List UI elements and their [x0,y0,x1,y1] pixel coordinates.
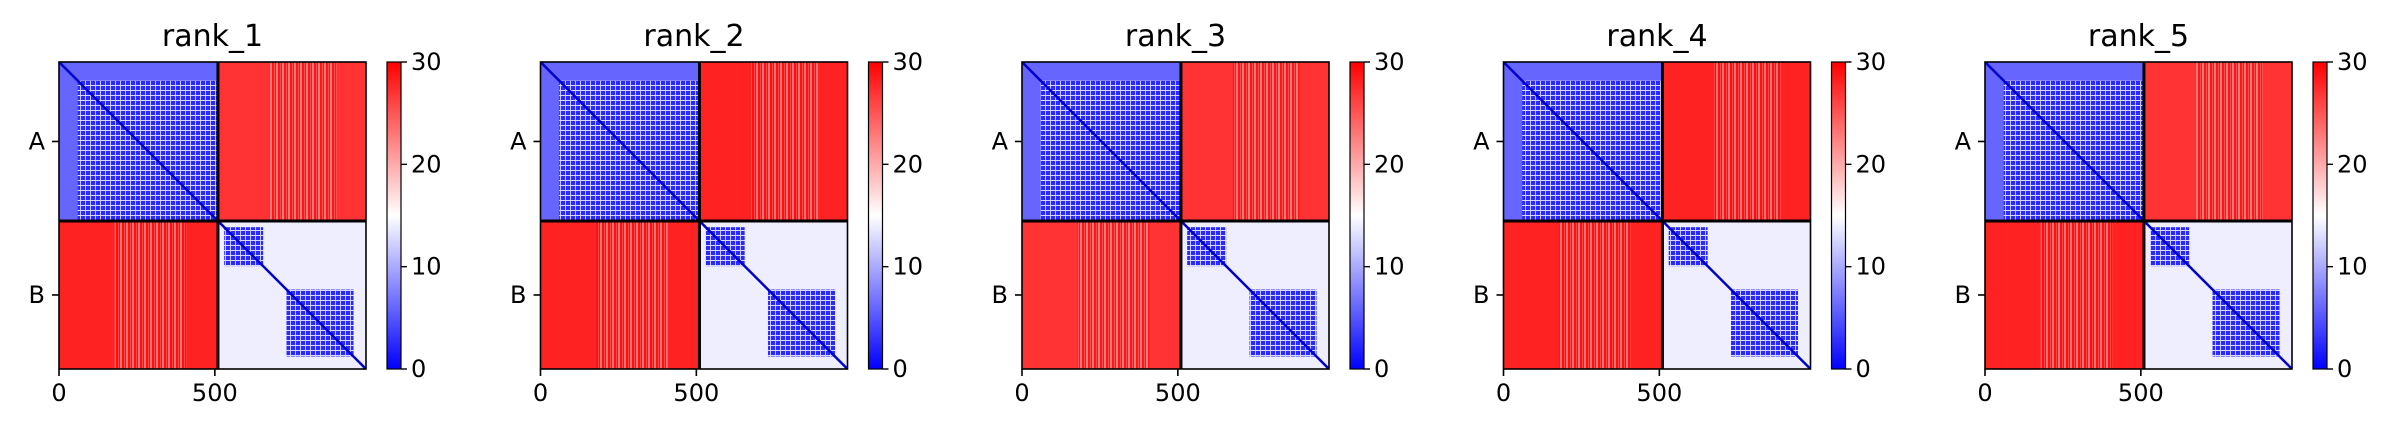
heatmap-block-texture-B-A [2040,220,2113,369]
heatmap-block-texture-B-A [114,220,187,369]
colorbar-frame [867,61,884,370]
colorbar-tick-label: 20 [1374,150,1405,178]
y-tick-label: B [1955,281,1971,309]
diagonal-line [59,62,366,369]
y-tick-label: A [1955,127,1972,155]
panel-title: rank_1 [162,19,263,54]
colorbar-tick-label: 30 [411,48,442,76]
diagonal-line [1022,62,1329,369]
panel-title: rank_4 [1606,19,1707,54]
y-tick-label: B [29,281,45,309]
y-tick-label: B [510,281,526,309]
x-tick-label: 0 [533,379,548,407]
axis-frame [1984,61,2293,370]
x-tick-label: 0 [51,379,66,407]
colorbar-tick-label: 30 [2337,48,2368,76]
colorbar-tick-label: 0 [2337,355,2352,383]
colorbar-frame [386,61,402,370]
heatmap-panel-1: rank_1 0 500 A B 0 10 20 30 [29,19,442,407]
heatmap-panel-2: rank_2 0 500 A B 0 10 20 30 [510,19,923,407]
heatmap-area [540,62,848,369]
colorbar [1350,62,1364,369]
axis-frame [1021,61,1330,370]
heatmap-area [1022,62,1329,369]
x-tick-label: 500 [192,379,238,407]
heatmap-area [59,62,366,369]
colorbar-tick-label: 30 [893,48,924,76]
x-tick-label: 500 [2118,379,2164,407]
x-tick-label: 0 [1496,379,1511,407]
heatmap-block-texture-A-B [1232,62,1300,221]
colorbar-tick-label: 20 [2337,150,2368,178]
colorbar [387,62,401,369]
heatmap-panel-4: rank_4 0 500 A B 0 10 20 30 [1473,19,1886,407]
colorbar-frame [1830,61,1847,370]
x-tick-label: 500 [1636,379,1682,407]
colorbar-tick-label: 0 [1856,355,1871,383]
colorbar-tick-label: 20 [411,150,442,178]
colorbar-tick-label: 10 [2337,253,2368,281]
colorbar-tick-label: 10 [1856,253,1887,281]
diagonal-line [1503,62,1811,369]
y-tick-label: A [1473,127,1490,155]
heatmap-block-texture-A-B [269,62,337,221]
colorbar [1831,62,1846,369]
axis-frame [58,61,367,370]
diagonal-line [540,62,848,369]
panel-title: rank_3 [1125,19,1226,54]
y-tick-label: A [992,127,1009,155]
colorbar-tick-label: 10 [893,253,924,281]
colorbar-tick-label: 0 [893,355,908,383]
x-tick-label: 0 [1977,379,1992,407]
colorbar [2313,62,2327,369]
y-tick-label: B [992,281,1008,309]
x-tick-label: 500 [1155,379,1201,407]
axis-frame [1502,61,1812,370]
colorbar-tick-label: 30 [1856,48,1887,76]
heatmap-area [1985,62,2292,369]
heatmap-block-texture-A-B [2195,62,2263,221]
y-tick-label: B [1473,281,1489,309]
panel-title: rank_2 [643,19,744,54]
colorbar-frame [2312,61,2328,370]
heatmap-area [1503,62,1811,369]
colorbar-tick-label: 0 [1374,355,1389,383]
x-tick-label: 0 [1014,379,1029,407]
colorbar-tick-label: 20 [893,150,924,178]
colorbar-tick-label: 30 [1374,48,1405,76]
colorbar-tick-label: 0 [411,355,426,383]
colorbar-tick-label: 20 [1856,150,1887,178]
colorbar-tick-label: 10 [1374,253,1405,281]
heatmap-panel-3: rank_3 0 500 A B 0 10 20 30 [992,19,1405,407]
diagonal-line [1985,62,2292,369]
heatmap-block-texture-B-A [596,220,668,369]
y-tick-label: A [510,127,527,155]
x-tick-label: 500 [673,379,719,407]
axis-frame [539,61,849,370]
heatmap-panel-5: rank_5 0 500 A B 0 10 20 30 [1955,19,2368,407]
heatmap-block-texture-A-B [1714,62,1781,221]
heatmap-block-texture-B-A [1077,220,1150,369]
heatmap-block-texture-A-B [751,62,818,221]
heatmap-block-texture-B-A [1559,220,1631,369]
y-tick-label: A [29,127,46,155]
colorbar [868,62,883,369]
colorbar-tick-label: 10 [411,253,442,281]
panel-title: rank_5 [2088,19,2189,54]
colorbar-frame [1349,61,1365,370]
